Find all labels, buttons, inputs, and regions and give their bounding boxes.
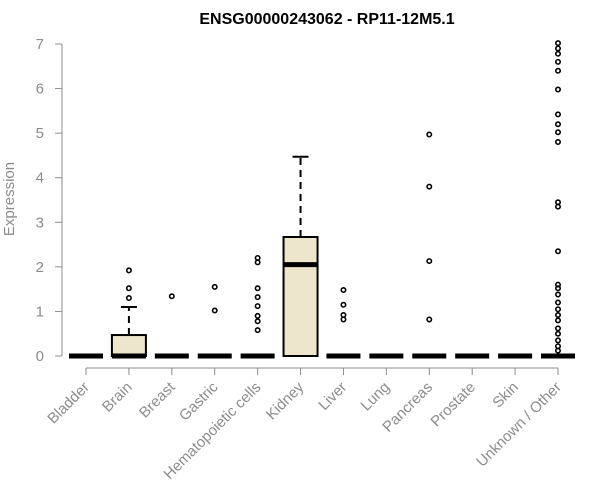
outlier-point	[125, 295, 132, 302]
outlier-point	[254, 294, 261, 301]
outlier-point	[340, 287, 347, 294]
outlier-point	[254, 303, 261, 310]
y-tick-label: 6	[36, 81, 44, 98]
outlier-point	[554, 311, 561, 318]
outlier-point	[554, 129, 561, 136]
chart-title: ENSG00000243062 - RP11-12M5.1	[199, 11, 454, 28]
outlier-point	[554, 111, 561, 118]
outlier-point	[554, 86, 561, 93]
outlier-point	[554, 199, 561, 206]
outlier-point	[554, 50, 561, 57]
x-tick-label: Bladder	[44, 379, 93, 428]
outlier-point	[554, 343, 561, 350]
outlier-point	[554, 45, 561, 52]
y-tick-label: 5	[36, 125, 44, 142]
outlier-point	[554, 337, 561, 344]
x-tick-label: Kidney	[263, 378, 308, 423]
box-series	[69, 40, 575, 359]
outlier-point	[426, 131, 433, 138]
x-tick-label: Prostate	[427, 379, 479, 431]
outlier-point	[554, 291, 561, 298]
outlier-point	[426, 316, 433, 323]
y-tick-label: 1	[36, 303, 44, 320]
outlier-point	[554, 248, 561, 255]
outlier-point	[554, 121, 561, 128]
outlier-point	[554, 285, 561, 292]
y-tick-label: 2	[36, 259, 44, 276]
x-tick-label: Breast	[136, 378, 179, 421]
outlier-point	[554, 281, 561, 288]
box-group	[326, 287, 361, 359]
outlier-point	[254, 312, 261, 319]
outlier-point	[254, 285, 261, 292]
outlier-point	[254, 318, 261, 325]
x-tick-label: Liver	[315, 379, 350, 414]
outlier-point	[554, 330, 561, 337]
outlier-point	[340, 301, 347, 308]
x-tick-label: Skin	[489, 379, 522, 412]
outlier-point	[254, 254, 261, 261]
outlier-point	[554, 325, 561, 332]
outlier-point	[168, 293, 175, 300]
x-tick-label: Lung	[358, 379, 394, 415]
outlier-point	[254, 327, 261, 334]
outlier-point	[554, 58, 561, 65]
outlier-point	[554, 67, 561, 74]
box-group	[541, 40, 575, 359]
box-group	[197, 283, 232, 359]
y-tick-label: 3	[36, 214, 44, 231]
outlier-point	[211, 283, 218, 290]
outlier-point	[125, 285, 132, 292]
box-group	[154, 293, 189, 359]
outlier-point	[554, 139, 561, 146]
box-group	[282, 155, 319, 358]
outlier-point	[426, 258, 433, 265]
box-iqr	[110, 334, 147, 357]
x-tick-label: Brain	[99, 379, 136, 416]
y-tick-label: 7	[36, 36, 44, 53]
outlier-point	[426, 183, 433, 190]
outlier-point	[125, 267, 132, 274]
y-tick-label: 4	[36, 170, 44, 187]
outlier-point	[554, 317, 561, 324]
outlier-point	[554, 306, 561, 313]
y-axis-label: Expression	[1, 162, 18, 236]
outlier-point	[554, 40, 561, 47]
box-group	[110, 267, 147, 359]
outlier-point	[340, 311, 347, 318]
box-group	[412, 131, 447, 359]
box-iqr	[282, 235, 319, 358]
outlier-point	[211, 307, 218, 314]
box-group	[240, 254, 275, 359]
y-tick-label: 0	[36, 348, 44, 365]
outlier-point	[554, 299, 561, 306]
